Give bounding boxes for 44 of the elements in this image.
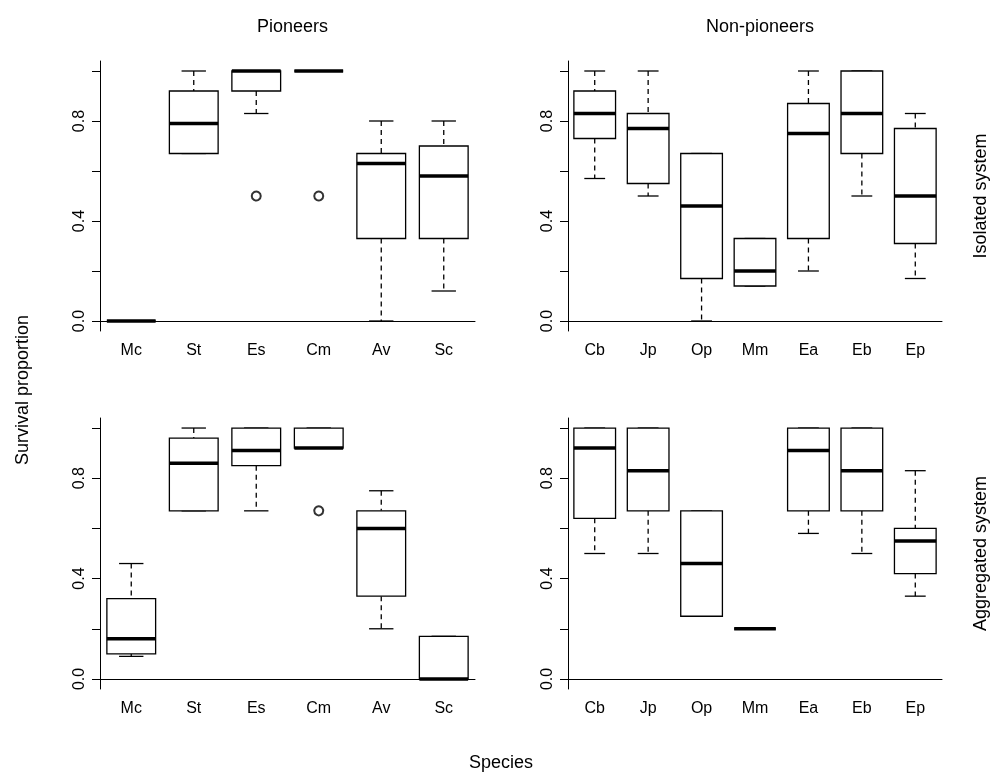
x-tick-label: Mc bbox=[120, 340, 142, 358]
x-tick-label: Ep bbox=[905, 340, 926, 358]
y-tick-label: 0.0 bbox=[537, 309, 555, 333]
y-tick-label: 0.4 bbox=[537, 567, 555, 590]
x-tick-label: Av bbox=[372, 698, 391, 716]
y-tick-label: 0.0 bbox=[537, 667, 555, 691]
x-tick-label: Eb bbox=[852, 698, 872, 716]
x-tick-label: Ea bbox=[798, 340, 819, 358]
y-tick-label: 0.4 bbox=[537, 209, 555, 233]
x-tick-label: Mm bbox=[741, 698, 769, 716]
y-tick-label: 0.8 bbox=[537, 109, 555, 133]
x-tick-label: St bbox=[186, 698, 202, 716]
x-tick-label: Ep bbox=[905, 698, 926, 716]
x-tick-label: Es bbox=[246, 698, 266, 716]
x-tick-label: Jp bbox=[639, 340, 657, 358]
y-tick-label: 0.8 bbox=[537, 467, 555, 490]
y-axis-title: Survival proportion bbox=[11, 314, 33, 466]
y-tick-label: 0.0 bbox=[69, 309, 87, 333]
y-tick-label: 0.4 bbox=[69, 209, 87, 233]
chart-title: Non-pioneers bbox=[705, 16, 815, 36]
x-tick-label: Mm bbox=[741, 340, 769, 358]
y-tick-label: 0.8 bbox=[69, 467, 87, 490]
y2-axis-title: Isolated system bbox=[970, 133, 990, 259]
x-tick-label: Ea bbox=[798, 698, 819, 716]
x-tick-label: Sc bbox=[434, 340, 454, 358]
x-tick-label: Jp bbox=[639, 698, 657, 716]
y-tick-label: 0.0 bbox=[69, 667, 87, 691]
x-tick-label: Es bbox=[246, 340, 266, 358]
x-tick-label: St bbox=[186, 340, 202, 358]
x-axis-title: Species bbox=[468, 752, 534, 773]
x-tick-label: Cb bbox=[584, 698, 606, 716]
x-tick-label: Eb bbox=[852, 340, 872, 358]
x-tick-label: Cm bbox=[306, 698, 332, 716]
x-tick-label: Mc bbox=[120, 698, 142, 716]
y-tick-label: 0.4 bbox=[69, 567, 87, 590]
y-tick-label: 0.8 bbox=[69, 109, 87, 133]
y2-axis-title: Aggregated system bbox=[970, 475, 990, 632]
chart-title: Pioneers bbox=[256, 16, 329, 36]
x-tick-label: Sc bbox=[434, 698, 454, 716]
x-tick-label: Cb bbox=[584, 340, 606, 358]
x-tick-label: Av bbox=[372, 340, 391, 358]
x-tick-label: Cm bbox=[306, 340, 332, 358]
x-tick-label: Op bbox=[690, 698, 713, 716]
x-tick-label: Op bbox=[690, 340, 713, 358]
